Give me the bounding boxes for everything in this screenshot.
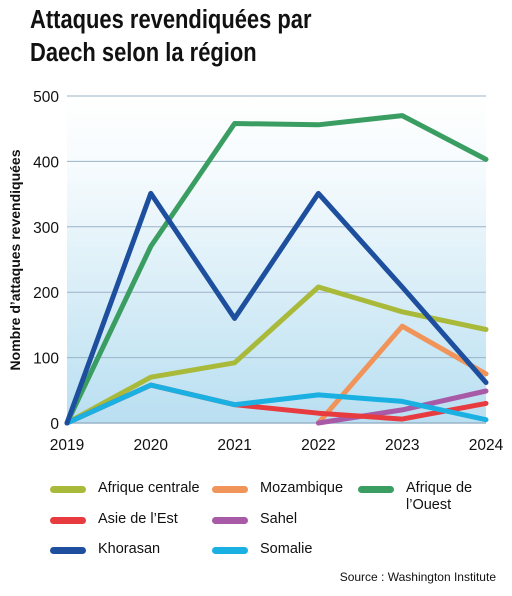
- y-tick-label-100: 100: [33, 351, 59, 368]
- x-axis-ticks: 2019 2020 2021 2022 2023 2024: [50, 437, 504, 454]
- chart-title-line-1: Attaques revendiquées par: [30, 6, 312, 34]
- x-tick-label-2024: 2024: [469, 437, 504, 454]
- y-axis-label: Nombre d’attaques revendiquées: [7, 149, 23, 370]
- x-tick-label-2019: 2019: [50, 437, 84, 454]
- y-axis-ticks: 0 100 200 300 400 500: [33, 89, 59, 433]
- series-line-khorasan: [64, 190, 489, 426]
- series-line-somalie: [64, 382, 489, 426]
- x-tick-label-2021: 2021: [217, 437, 251, 454]
- x-tick-label-2023: 2023: [385, 437, 419, 454]
- series-line-afrique-centrale: [64, 284, 489, 426]
- source-note: Source : Washington Institute: [339, 570, 496, 584]
- y-tick-label-200: 200: [33, 285, 59, 302]
- y-tick-label-300: 300: [33, 220, 59, 237]
- y-tick-label-400: 400: [33, 154, 59, 171]
- chart-title-line-2: Daech selon la région: [30, 39, 257, 67]
- gridlines: [67, 95, 486, 424]
- series-line-sahel: [315, 388, 489, 426]
- chart-title: Attaques revendiquées par Daech selon la…: [30, 4, 434, 70]
- x-tick-label-2022: 2022: [301, 437, 335, 454]
- y-tick-label-500: 500: [33, 89, 59, 106]
- series-lines: [64, 113, 489, 426]
- x-tick-label-2020: 2020: [134, 437, 169, 454]
- y-tick-label-0: 0: [50, 416, 59, 433]
- series-line-afrique-de-l-ouest: [64, 113, 489, 426]
- series-line-mozambique: [315, 323, 489, 426]
